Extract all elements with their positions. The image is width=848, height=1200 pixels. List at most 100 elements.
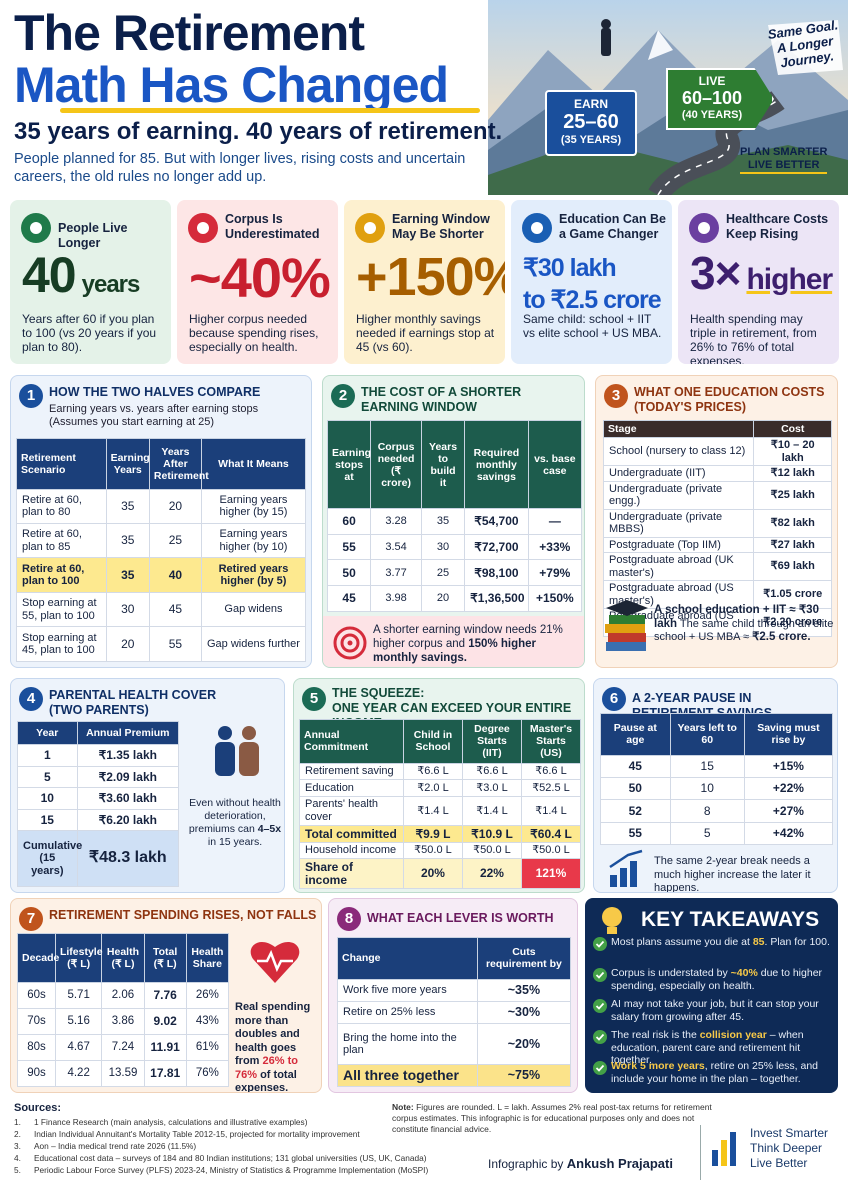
section-note: Real spending more than doubles and heal… [235, 1001, 321, 1092]
table-cell: 76% [185, 1059, 230, 1088]
table-row: 55 5 +42% [600, 821, 834, 846]
table-cell: 3.86 [101, 1007, 145, 1035]
icon-shape [347, 640, 353, 646]
icon-shape [593, 999, 607, 1013]
table-cell: ₹50.0 L [461, 841, 522, 860]
section: 5 THE SQUEEZE: ONE YEAR CAN EXCEED YOUR EN… [293, 678, 585, 893]
icon-shape [607, 927, 617, 934]
stat-title: Earning Window May Be Shorter [392, 212, 490, 241]
header-cell: Lifestyle (₹ L) [54, 933, 103, 983]
table-row: 45 3.98 20 ₹1,36,500 +150% [326, 585, 583, 612]
stat-unit: to ₹2.5 crore [523, 286, 662, 314]
table-row: All three together ~75% [337, 1063, 572, 1088]
header-row: Pause at age Years left to 60 Saving must … [600, 713, 834, 756]
header-cell: Change [337, 937, 478, 980]
table-cell: Earning years higher (by 10) [200, 522, 307, 559]
table-cell: 3.98 [370, 585, 422, 612]
section: 2 THE COST OF A SHORTER EARNING WINDOW Earn… [322, 375, 585, 668]
stat-title: Healthcare Costs Keep Rising [726, 212, 829, 241]
table-cell: 45 [326, 585, 372, 612]
table-cell: 60 [326, 508, 372, 535]
table-row: Retire on 25% less ~30% [337, 1001, 572, 1025]
text-run: Most plans assume you die at [611, 936, 753, 948]
header-cell: Annual Premium [76, 720, 180, 746]
sign-line: (35 YEARS) [560, 134, 622, 146]
table-cell: ₹50.0 L [402, 841, 463, 860]
table-cell: 20 [105, 626, 150, 662]
table-cell: All three together [337, 1063, 478, 1088]
section-note: A shorter earning window needs 21% highe… [373, 623, 578, 665]
stat-card: Earning Window May Be Shorter +150% Higher… [344, 200, 505, 364]
table-cell: +79% [527, 559, 583, 587]
table-cell: Retire on 25% less [337, 1001, 478, 1025]
header-cell: Decade [17, 933, 59, 983]
header-cell: Child in School [402, 719, 463, 764]
table-row: 50 10 +22% [600, 777, 834, 801]
text-run: , retire on 25% less, and include your h… [611, 1060, 819, 1085]
section-number: 4 [19, 687, 43, 711]
takeaway-item: Most plans assume you die at 85. Plan fo… [611, 936, 833, 949]
table-cell: 35 [105, 557, 150, 593]
hiker-head [601, 19, 611, 29]
table-cell: Total committed [299, 825, 404, 843]
section-number: 6 [602, 687, 626, 711]
table-cell: ₹6.6 L [461, 762, 522, 781]
table-cell: ₹2.20 crore [753, 608, 832, 637]
credit-name: Ankush Prajapati [566, 1156, 673, 1171]
table-cell: 9.02 [143, 1007, 187, 1035]
table-cell: ₹6.6 L [520, 762, 582, 781]
table-cell: 30 [420, 533, 466, 561]
table-cell: ₹48.3 lakh [76, 830, 180, 887]
header-row: Annual Commitment Child in School Degree S… [299, 719, 582, 764]
table-cell: ₹82 lakh [753, 508, 832, 538]
table-cell: ₹52.5 L [520, 779, 582, 797]
table-row: Postgraduate abroad (US master's) ₹1.05 c… [602, 580, 832, 609]
table-row: 70s 5.16 3.86 9.02 43% [17, 1007, 230, 1035]
footer-note: Note: Figures are rounded. L = lakh. Ass… [392, 1102, 712, 1135]
stat-big: ~40% [189, 246, 331, 309]
table-row: Total committed ₹9.9 L ₹10.9 L ₹60.4 L [299, 825, 582, 843]
source-number: 4. [14, 1153, 21, 1163]
section: 7 RETIREMENT SPENDING RISES, NOT FALLS Dec… [10, 898, 322, 1093]
stat-title: Corpus Is Underestimated [225, 212, 320, 241]
intro: People planned for 85. But with longer l… [14, 151, 466, 185]
header-row: Decade Lifestyle (₹ L) Health (₹ L) Total (… [17, 933, 230, 983]
sign-line: EARN [573, 97, 608, 111]
icon [593, 968, 607, 982]
table-row: Retirement saving ₹6.6 L ₹6.6 L ₹6.6 L [299, 762, 582, 781]
source-text: Indian Individual Annuitant's Mortality … [34, 1129, 360, 1139]
title-line: (TWO PARENTS) [49, 703, 149, 717]
source-item: 3. Aon – India medical trend rate 2026 (1… [14, 1141, 389, 1151]
table-row: School (nursery to class 12) ₹10 – 20 lak… [602, 437, 832, 466]
stat-text: Years after 60 if you plan to 100 (vs 20… [22, 312, 157, 354]
icon-shape [197, 222, 209, 234]
text-run: AI may not take your job, but it can sto… [611, 998, 819, 1023]
table-cell: ₹1,36,500 [464, 585, 529, 612]
table-cell: 5 [669, 821, 745, 846]
table-cell: ₹69 lakh [753, 552, 832, 581]
title-line1: The Retirement [14, 5, 365, 61]
icon-shape [630, 861, 637, 887]
section-title: THE COST OF A SHORTER EARNING WINDOW [361, 385, 580, 415]
title-line: PARENTAL HEALTH COVER [49, 688, 217, 702]
table-cell: ₹2.09 lakh [76, 765, 180, 789]
table-cell: ₹1.4 L [520, 795, 582, 827]
table-row: Stop earning at 55, plan to 100 30 45 Gap w… [16, 591, 307, 628]
icon [593, 999, 607, 1013]
icon-shape [730, 1132, 736, 1166]
text-emphasis: collision year [699, 1029, 767, 1041]
motto: PLAN SMARTER LIVE BETTER [740, 146, 828, 174]
table-row: Parents' health cover ₹1.4 L ₹1.4 L ₹1.4 L [299, 795, 582, 827]
title-line2: Math Has Changed [14, 57, 449, 113]
icon [602, 907, 622, 934]
table-cell: 20 [420, 585, 466, 612]
table-cell: ₹1.05 crore [753, 580, 832, 609]
table-cell: Parents' health cover [299, 795, 404, 827]
header-row: Retirement Scenario Earning Years Years Af… [16, 438, 307, 490]
stat-card: People Live Longer 40 years Years after 60 … [10, 200, 171, 364]
header-cell: Required monthly savings [464, 419, 529, 510]
table-row: Retire at 60, plan to 85 35 25 Earning year… [16, 522, 307, 559]
table-cell: 90s [17, 1059, 56, 1088]
icon [689, 213, 719, 243]
table-row: Retire at 60, plan to 80 35 20 Earning year… [16, 488, 307, 524]
